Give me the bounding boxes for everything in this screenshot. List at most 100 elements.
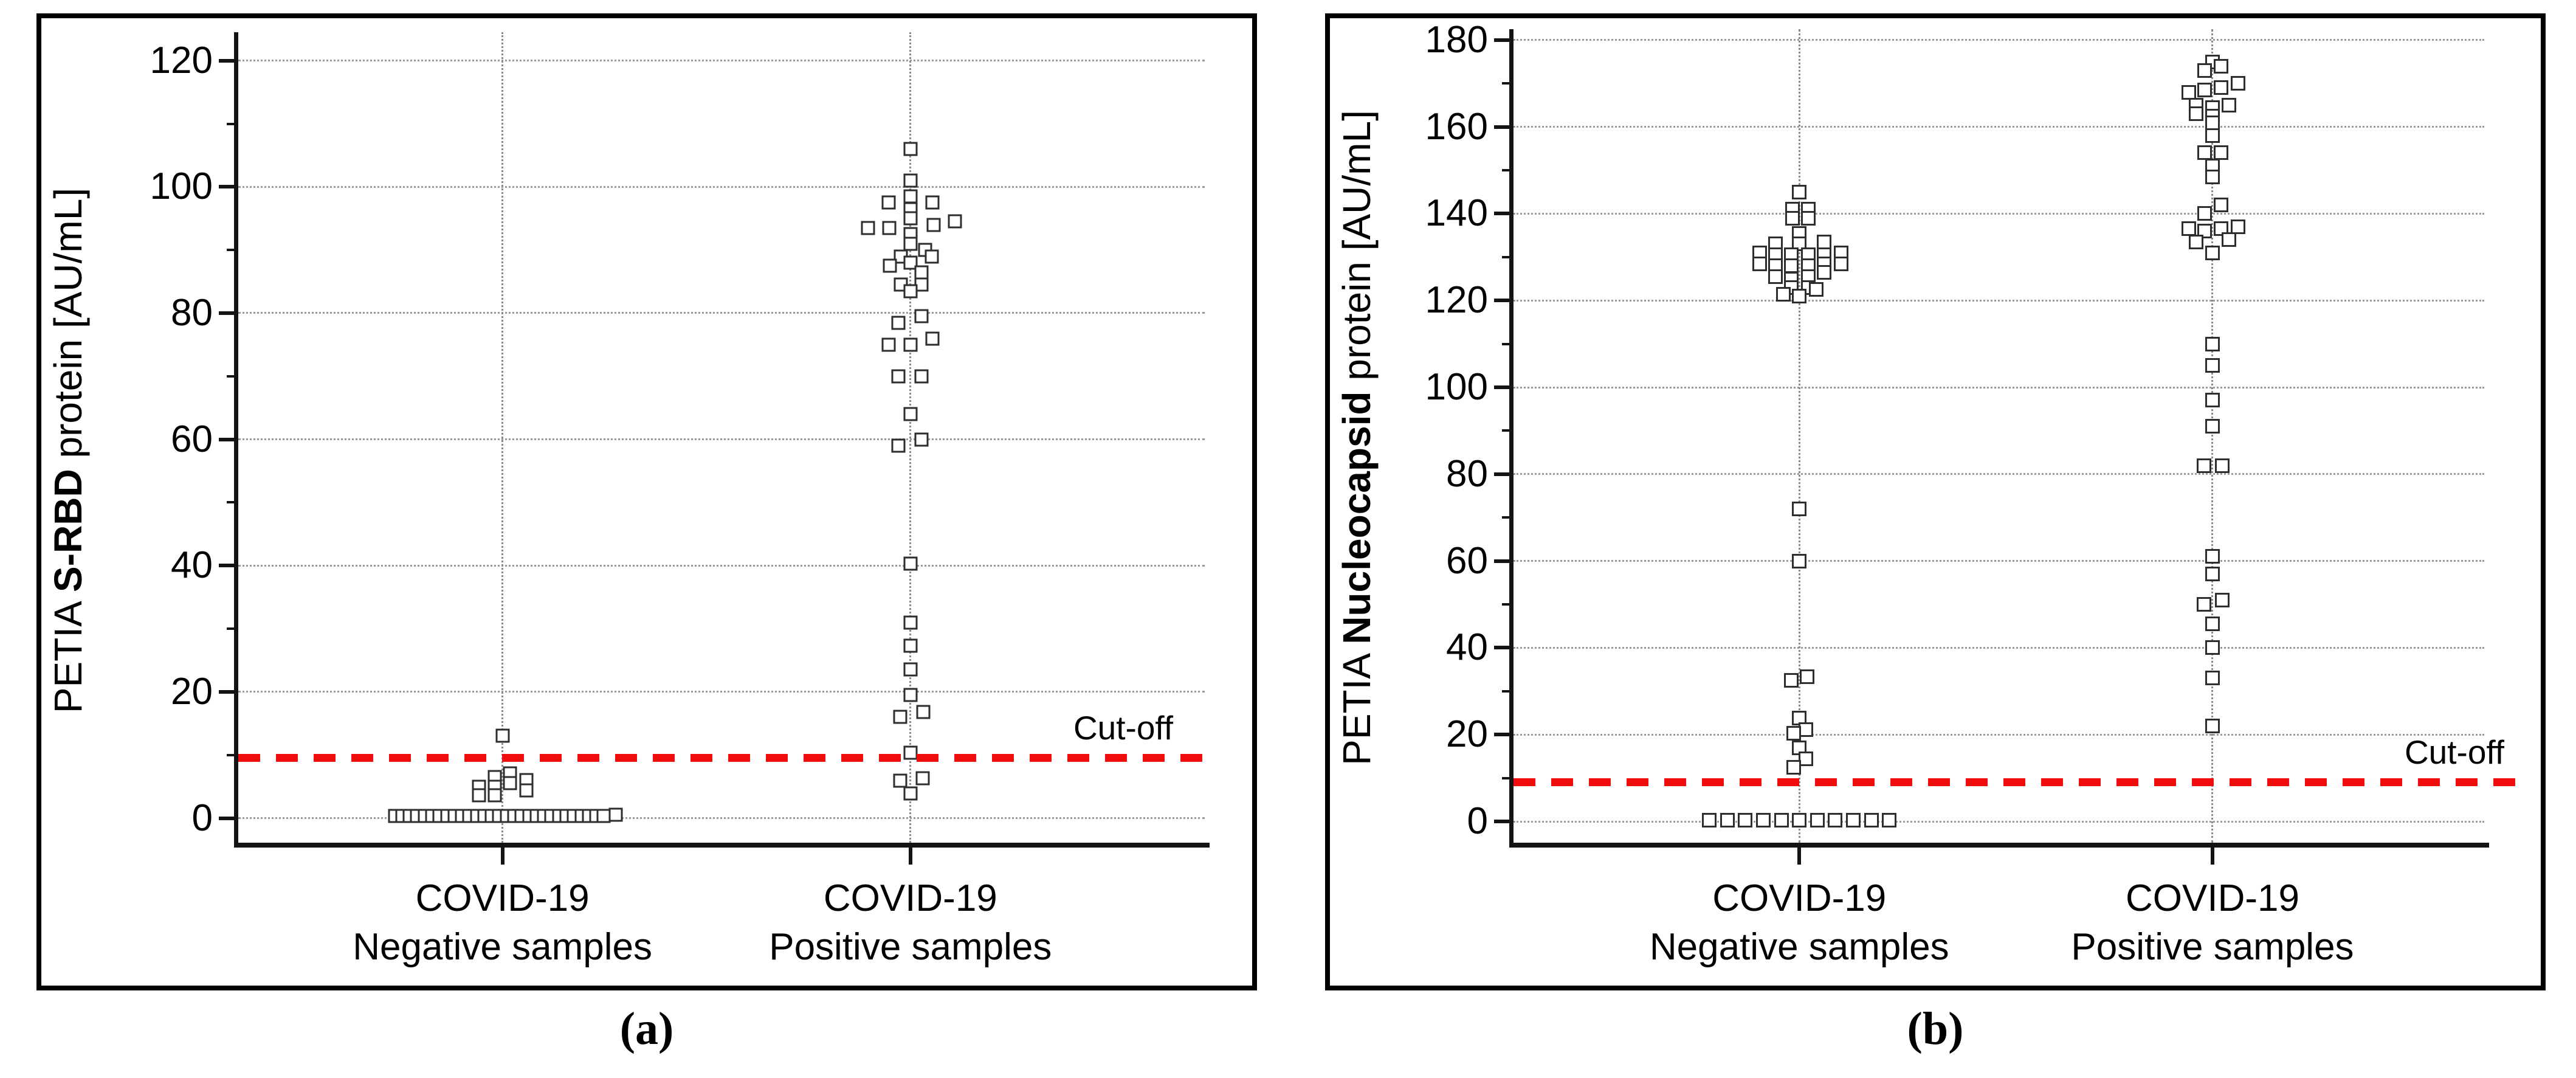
y-major-tick-60	[1494, 559, 1514, 563]
data-point-square	[893, 773, 907, 788]
data-point-square	[1809, 282, 1824, 297]
data-point-square	[1720, 812, 1735, 828]
data-point-square	[1752, 256, 1768, 271]
data-point-square	[893, 710, 907, 724]
data-point-square	[903, 662, 918, 676]
data-point-square	[1792, 812, 1807, 828]
data-point-square	[891, 316, 906, 330]
data-point-square	[1784, 672, 1799, 688]
y-axis-title-b: PETIA Nucleocapsid protein [AU/mL]	[1335, 110, 1379, 765]
data-point-square	[487, 788, 502, 803]
y-minor-tick-150	[1502, 169, 1514, 172]
data-point-square	[1792, 289, 1807, 304]
y-tick-label-180: 180	[1425, 18, 1488, 61]
y-tick-label-100: 100	[150, 165, 213, 208]
data-point-square	[2205, 115, 2220, 130]
data-point-square	[914, 432, 929, 447]
data-point-square	[2221, 97, 2236, 112]
column-guide-0	[1798, 29, 1800, 843]
data-point-square	[2230, 76, 2245, 91]
data-point-square	[2214, 458, 2230, 473]
x-major-tick-0	[500, 848, 505, 865]
y-axis-title-b-suffix: protein [AU/mL]	[1335, 110, 1379, 392]
y-tick-label-40: 40	[1446, 626, 1488, 669]
caption-b: (b)	[1907, 1003, 1964, 1054]
y-major-tick-100	[219, 185, 238, 189]
data-point-square	[1702, 812, 1717, 828]
data-point-square	[914, 309, 929, 323]
data-point-square	[915, 771, 930, 786]
panel-b-box	[1325, 13, 2546, 990]
data-point-square	[861, 221, 875, 235]
gridline-y-80	[238, 312, 1205, 314]
y-axis-title-a-suffix: protein [AU/mL]	[46, 187, 90, 469]
x-major-tick-1	[2210, 848, 2214, 865]
y-major-tick-140	[1494, 212, 1514, 216]
data-point-square	[925, 195, 940, 210]
y-tick-label-100: 100	[1425, 366, 1488, 409]
data-point-square	[948, 214, 962, 229]
data-point-square	[903, 688, 918, 702]
y-minor-tick-110	[1502, 342, 1514, 345]
data-point-square	[2213, 145, 2228, 161]
data-point-square	[2196, 597, 2211, 612]
data-point-square	[2205, 671, 2220, 686]
y-minor-tick-110	[227, 122, 238, 125]
y-tick-label-120: 120	[1425, 279, 1488, 322]
y-tick-label-40: 40	[171, 544, 213, 587]
data-point-square	[2205, 640, 2220, 655]
data-point-square	[903, 615, 918, 630]
x-category-label-1: COVID-19 Positive samples	[1982, 874, 2443, 972]
gridline-y-100	[1514, 386, 2484, 389]
data-point-square	[1786, 726, 1802, 741]
data-point-square	[903, 284, 918, 299]
y-major-tick-160	[1494, 125, 1514, 129]
y-minor-tick-10	[1502, 776, 1514, 779]
x-category-label-1: COVID-19 Positive samples	[680, 874, 1142, 972]
data-point-square	[472, 788, 486, 803]
data-point-square	[2205, 393, 2220, 408]
data-point-square	[882, 221, 897, 235]
data-point-square	[1776, 286, 1791, 302]
data-point-square	[891, 369, 906, 384]
data-point-square	[2196, 458, 2211, 473]
data-point-square	[1799, 751, 1814, 767]
data-point-square	[2197, 145, 2212, 161]
data-point-square	[2188, 106, 2203, 122]
gridline-y-160	[1514, 126, 2484, 128]
data-point-square	[1792, 184, 1807, 199]
x-category-line1-0: COVID-19	[415, 877, 590, 919]
data-point-square	[1792, 553, 1807, 568]
data-point-square	[503, 776, 517, 790]
data-point-square	[1817, 264, 1832, 280]
y-major-tick-80	[219, 311, 238, 315]
data-point-square	[903, 745, 918, 760]
data-point-square	[2205, 549, 2220, 564]
data-point-square	[2205, 567, 2220, 582]
x-category-line1-0: COVID-19	[1712, 877, 1887, 919]
data-point-square	[2205, 245, 2220, 260]
y-tick-label-0: 0	[1467, 800, 1488, 842]
y-major-tick-60	[219, 437, 238, 441]
data-point-square	[2205, 336, 2220, 351]
data-point-square	[2213, 58, 2228, 74]
y-tick-label-160: 160	[1425, 105, 1488, 148]
data-point-square	[925, 331, 940, 345]
data-point-square	[1817, 234, 1832, 249]
y-tick-label-60: 60	[1446, 539, 1488, 582]
data-point-square	[1774, 812, 1789, 828]
data-point-square	[1864, 812, 1879, 828]
gridline-y-20	[238, 691, 1205, 693]
x-category-line2-0: Negative samples	[353, 926, 653, 968]
data-point-square	[1882, 812, 1897, 828]
y-major-tick-0	[1494, 820, 1514, 823]
x-category-line2-1: Positive samples	[769, 926, 1052, 968]
gridline-y-80	[1514, 473, 2484, 475]
data-point-square	[916, 705, 931, 719]
y-tick-label-20: 20	[1446, 713, 1488, 756]
data-point-square	[903, 189, 918, 204]
gridline-y-40	[238, 564, 1205, 567]
y-major-tick-0	[219, 816, 238, 820]
data-point-square	[2197, 63, 2212, 78]
